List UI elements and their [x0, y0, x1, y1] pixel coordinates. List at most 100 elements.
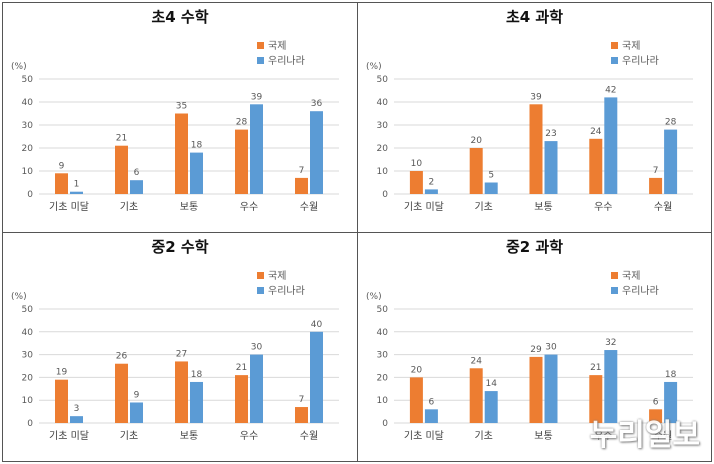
legend-swatch	[611, 42, 618, 49]
x-tick-label: 기초	[474, 430, 492, 442]
bar	[310, 111, 323, 194]
x-tick-label: 기초 미달	[404, 430, 444, 442]
bar	[235, 375, 248, 423]
chart-title: 초4 수학	[151, 8, 209, 26]
data-label: 20	[411, 365, 423, 375]
y-tick-label: 10	[22, 396, 34, 406]
y-tick-label: 20	[377, 373, 389, 383]
data-label: 40	[311, 320, 323, 330]
bar	[190, 152, 203, 194]
y-axis-label: (%)	[366, 62, 382, 72]
legend-label: 우리나라	[268, 285, 305, 297]
data-label: 14	[485, 379, 497, 389]
data-label: 26	[116, 352, 128, 362]
data-label: 18	[191, 141, 203, 151]
data-label: 39	[251, 92, 263, 102]
y-tick-label: 30	[22, 351, 34, 361]
x-tick-label: 기초 미달	[49, 430, 89, 442]
y-tick-label: 30	[377, 121, 389, 131]
y-tick-label: 20	[22, 373, 34, 383]
data-label: 7	[653, 166, 659, 176]
legend-swatch	[611, 272, 618, 279]
legend-label: 국제	[622, 40, 640, 52]
data-label: 21	[236, 363, 247, 373]
chart-title: 초4 과학	[505, 8, 564, 26]
bar	[235, 129, 248, 194]
x-tick-label: 우수	[240, 201, 258, 213]
legend-swatch	[611, 287, 618, 294]
y-tick-label: 30	[22, 121, 34, 131]
data-label: 21	[590, 363, 601, 373]
bar	[589, 375, 603, 423]
x-tick-label: 수월	[654, 430, 672, 442]
bar	[424, 409, 438, 423]
bar	[250, 354, 263, 423]
data-label: 1	[74, 180, 80, 190]
y-tick-label: 20	[377, 144, 389, 154]
y-tick-label: 0	[382, 419, 388, 429]
legend-label: 국제	[622, 270, 640, 282]
x-tick-label: 보통	[534, 430, 552, 442]
x-tick-label: 우수	[594, 201, 612, 213]
y-tick-label: 10	[377, 167, 389, 177]
chart-title: 중2 과학	[505, 238, 564, 256]
data-label: 10	[411, 159, 423, 169]
bar-chart: (%) 0 10 20 30 40 50 20 24 29 21 6 6 14 30 32 18 기초 미달 기초 보…	[366, 270, 693, 442]
data-label: 30	[251, 343, 263, 353]
bar	[589, 138, 603, 194]
data-label: 19	[56, 368, 68, 378]
x-tick-label: 수월	[300, 201, 318, 213]
bar	[130, 402, 143, 423]
x-tick-label: 기초	[120, 201, 138, 213]
bar	[484, 182, 498, 194]
data-label: 7	[299, 395, 305, 405]
x-tick-label: 우수	[240, 430, 258, 442]
data-label: 28	[236, 118, 248, 128]
data-label: 18	[665, 370, 677, 380]
bar	[115, 363, 128, 423]
data-label: 9	[59, 161, 65, 171]
data-label: 28	[665, 118, 677, 128]
legend-swatch	[257, 272, 264, 279]
legend-swatch	[611, 57, 618, 64]
x-tick-label: 기초	[474, 201, 492, 213]
bar	[295, 177, 308, 194]
bar	[424, 189, 438, 194]
y-tick-label: 10	[22, 167, 34, 177]
bar	[175, 113, 188, 194]
y-tick-label: 10	[377, 396, 389, 406]
data-label: 9	[134, 390, 140, 400]
x-tick-label: 수월	[654, 201, 672, 213]
bar	[409, 171, 423, 194]
bar-chart: (%) 0 10 20 30 40 50 19 26 27 21 7 3 9 18 30 40 기초 미달 기초 보통…	[11, 270, 339, 442]
legend-label: 국제	[268, 270, 286, 282]
bar	[115, 145, 128, 194]
bar	[130, 180, 143, 194]
legend-swatch	[257, 57, 264, 64]
y-tick-label: 50	[22, 75, 34, 85]
bar	[529, 104, 543, 194]
bar	[649, 409, 663, 423]
bar	[469, 368, 483, 423]
data-label: 24	[590, 127, 602, 137]
data-label: 21	[116, 134, 127, 144]
data-label: 6	[134, 168, 140, 178]
x-tick-label: 기초 미달	[404, 201, 444, 213]
chart-panel-2: 초4 과학 (%) 0 10 20 30 40 50 10 20 39 24 7 2 5 23 42 28 기초 …	[357, 2, 712, 233]
chart-panel-1: 초4 수학 (%) 0 10 20 30 40 50 9 21 35 28 7 1 6 18 39 36 기초 미…	[2, 2, 358, 233]
bar	[649, 177, 663, 194]
y-tick-label: 50	[377, 75, 389, 85]
y-axis-label: (%)	[11, 62, 27, 72]
y-axis-label: (%)	[11, 292, 27, 302]
x-tick-label: 기초 미달	[49, 201, 89, 213]
x-tick-label: 보통	[534, 201, 552, 213]
chart-panel-4: 중2 과학 (%) 0 10 20 30 40 50 20 24 29 21 6 6 14 30 32 18 기초…	[357, 232, 712, 462]
y-tick-label: 40	[22, 328, 34, 338]
data-label: 2	[429, 177, 435, 187]
bar	[604, 97, 618, 194]
data-label: 18	[191, 370, 203, 380]
bar	[310, 331, 323, 423]
x-tick-label: 보통	[180, 430, 198, 442]
y-tick-label: 0	[27, 419, 33, 429]
